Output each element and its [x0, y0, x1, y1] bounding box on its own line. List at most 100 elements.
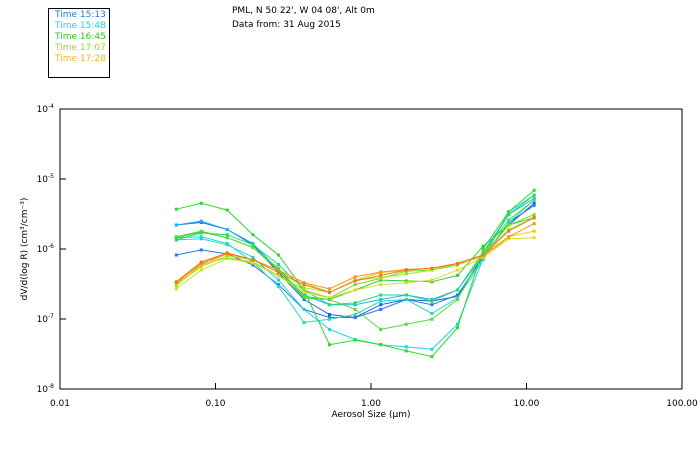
data-point: [481, 250, 485, 254]
data-point: [199, 268, 203, 272]
data-point: [251, 243, 255, 247]
data-point: [379, 343, 383, 347]
data-point: [481, 258, 485, 262]
y-tick-label: 10-5: [37, 173, 55, 185]
data-point: [430, 280, 434, 284]
data-point: [199, 237, 203, 241]
data-point: [174, 287, 178, 291]
data-point: [532, 213, 536, 217]
data-point: [199, 260, 203, 264]
data-point: [507, 227, 511, 231]
data-point: [507, 223, 511, 227]
data-point: [404, 322, 408, 326]
x-axis-label: Aerosol Size (µm): [332, 410, 411, 420]
data-point: [404, 268, 408, 272]
data-point: [507, 237, 511, 241]
data-point: [456, 288, 460, 292]
data-point: [456, 322, 460, 326]
data-point: [276, 285, 280, 289]
data-point: [430, 355, 434, 359]
data-point: [225, 251, 229, 255]
data-point: [199, 229, 203, 233]
data-point: [276, 253, 280, 257]
data-point: [276, 271, 280, 275]
data-point: [379, 327, 383, 331]
data-point: [507, 220, 511, 224]
data-point: [481, 247, 485, 251]
data-point: [430, 278, 434, 282]
data-point: [174, 280, 178, 284]
data-point: [302, 297, 306, 301]
data-point: [532, 196, 536, 200]
data-point: [251, 258, 255, 262]
data-point: [379, 278, 383, 282]
data-point: [328, 317, 332, 321]
data-point: [328, 343, 332, 347]
title-date: Data from: 31 Aug 2015: [232, 20, 341, 30]
data-point: [430, 266, 434, 270]
data-point: [302, 321, 306, 325]
data-point: [328, 316, 332, 320]
series-line-s4: [176, 194, 535, 350]
data-point: [379, 293, 383, 297]
data-point: [379, 303, 383, 307]
data-point: [328, 290, 332, 294]
y-tick-label: 10-8: [37, 383, 55, 395]
data-point: [302, 307, 306, 311]
legend-item: Time 17:07: [55, 43, 106, 53]
legend-item: Time 16:45: [55, 32, 106, 42]
data-point: [328, 312, 332, 316]
data-point: [430, 297, 434, 301]
data-point: [353, 283, 357, 287]
data-point: [328, 297, 332, 301]
data-point: [225, 257, 229, 261]
data-point: [379, 307, 383, 311]
x-tick-label: 0.01: [50, 399, 70, 409]
data-point: [532, 216, 536, 220]
legend-item: Time 17:28: [55, 54, 106, 64]
data-point: [379, 283, 383, 287]
data-point: [353, 301, 357, 305]
data-point: [302, 290, 306, 294]
data-point: [276, 266, 280, 270]
data-point: [532, 236, 536, 240]
data-point: [456, 273, 460, 277]
data-point: [251, 263, 255, 267]
data-point: [379, 273, 383, 277]
x-tick-label: 10.00: [514, 399, 540, 409]
data-point: [456, 293, 460, 297]
data-point: [276, 268, 280, 272]
data-point: [174, 253, 178, 257]
data-point: [353, 316, 357, 320]
data-point: [328, 287, 332, 291]
data-point: [251, 255, 255, 259]
data-point: [404, 281, 408, 285]
plot-frame: [59, 108, 683, 390]
title-location: PML, N 50 22', W 04 08', Alt 0m: [232, 6, 375, 16]
data-point: [174, 238, 178, 242]
legend-item: Time 15:48: [55, 21, 106, 31]
data-point: [353, 303, 357, 307]
data-point: [404, 349, 408, 353]
data-point: [532, 198, 536, 202]
data-point: [199, 201, 203, 205]
data-point: [302, 281, 306, 285]
series-line-s7: [176, 194, 535, 306]
data-point: [199, 248, 203, 252]
data-point: [456, 297, 460, 301]
data-point: [532, 222, 536, 226]
data-point: [430, 303, 434, 307]
data-point: [199, 265, 203, 269]
data-point: [174, 235, 178, 239]
data-point: [456, 263, 460, 267]
y-axis-label: dV/d(log R) (cm³/cm⁻³): [20, 198, 30, 301]
y-tick-label: 10-6: [37, 243, 55, 255]
data-point: [379, 270, 383, 274]
data-point: [507, 218, 511, 222]
data-point: [225, 236, 229, 240]
data-point: [353, 307, 357, 311]
data-point: [199, 235, 203, 239]
data-point: [404, 293, 408, 297]
data-point: [481, 253, 485, 257]
data-point: [353, 288, 357, 292]
